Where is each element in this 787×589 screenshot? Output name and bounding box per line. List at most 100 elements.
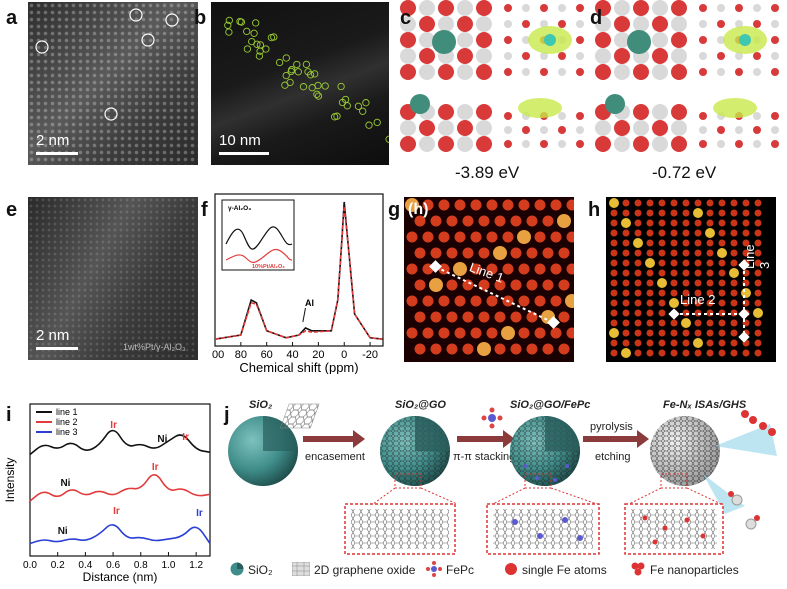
stage-label-fe-nx: Fe-Nₓ ISAs/GHS xyxy=(663,399,747,411)
stem-image-b: 10 nm xyxy=(211,2,389,165)
intensity-spot xyxy=(646,329,654,337)
intensity-spot xyxy=(694,199,702,207)
line-3-label: Line 3 xyxy=(742,244,772,269)
panel-label-a: a xyxy=(6,7,18,29)
intensity-spot xyxy=(478,311,490,323)
intensity-spot xyxy=(646,209,654,217)
intensity-spot xyxy=(501,326,515,340)
intensity-spot xyxy=(658,229,666,237)
lattice-atom xyxy=(476,16,492,32)
intensity-spot xyxy=(526,215,538,227)
stem-image-e: 2 nm 1wt%Pt/γ-Al₂O₃ xyxy=(28,197,198,360)
intensity-spot xyxy=(658,199,666,207)
intensity-spot xyxy=(754,259,762,267)
intensity-spot xyxy=(670,229,678,237)
intensity-spot xyxy=(478,247,490,259)
atom-marker xyxy=(256,41,265,49)
profile-series-1 xyxy=(29,429,211,456)
lattice-atom xyxy=(595,32,611,48)
arrow-pi-stacking: π-π stacking xyxy=(453,407,515,463)
intensity-spot xyxy=(494,311,506,323)
lattice-atom xyxy=(476,136,492,152)
intensity-spot xyxy=(706,239,714,247)
intensity-spot xyxy=(754,219,762,227)
dft-model-c xyxy=(400,0,590,165)
lattice-atom xyxy=(614,64,630,80)
intensity-spot xyxy=(406,327,418,339)
atom-marker xyxy=(313,90,321,98)
lattice-atom xyxy=(771,20,779,28)
nmr-series-2 xyxy=(214,206,384,340)
intensity-spot xyxy=(534,295,546,307)
intensity-spot xyxy=(682,199,690,207)
atom-marker xyxy=(225,16,233,25)
peak-label-ir: Ir xyxy=(110,420,117,431)
intensity-spot xyxy=(754,289,762,297)
lattice-atom xyxy=(614,48,630,64)
intensity-spot xyxy=(610,319,618,327)
intensity-spot xyxy=(517,230,531,244)
f-xlabel: Chemical shift (ppm) xyxy=(239,360,358,374)
intensity-spot xyxy=(670,279,678,287)
intensity-spot xyxy=(609,198,619,208)
dft-model-d xyxy=(595,0,785,165)
intensity-spot xyxy=(694,319,702,327)
intensity-spot xyxy=(634,329,642,337)
lattice-atom xyxy=(457,136,473,152)
intensity-spot xyxy=(454,199,466,211)
intensity-spot xyxy=(658,309,666,317)
intensity-spot xyxy=(610,219,618,227)
lattice-atom xyxy=(771,36,779,44)
intensity-spot xyxy=(526,311,538,323)
lattice-atom xyxy=(671,104,687,120)
intensity-spot xyxy=(718,259,726,267)
intensity-spot xyxy=(478,215,490,227)
peak-label-ni: Ni xyxy=(157,434,167,445)
intensity-spot xyxy=(646,289,654,297)
sio2-sphere-icon xyxy=(230,562,244,576)
intensity-spot xyxy=(566,327,574,339)
intensity-spot xyxy=(634,259,642,267)
intensity-spot xyxy=(622,209,630,217)
x-tick-label: 0.8 xyxy=(134,560,148,571)
bottom-legend: SiO₂ 2D graphene oxide FePc single Fe at… xyxy=(230,558,785,582)
metal-atom xyxy=(410,94,430,114)
intensity-spot xyxy=(694,249,702,257)
intensity-spot xyxy=(742,239,750,247)
lattice-atom xyxy=(717,52,725,60)
intensity-spot xyxy=(717,248,727,258)
intensity-spot xyxy=(565,294,574,308)
legend-text-sio2: SiO₂ xyxy=(248,563,273,577)
lattice-atom xyxy=(576,36,584,44)
lattice-atom xyxy=(522,36,530,44)
peak-label-ir: Ir xyxy=(182,432,189,443)
arrow-label-etching: etching xyxy=(595,451,630,463)
legend-text-graphene-oxide: 2D graphene oxide xyxy=(314,563,416,577)
intensity-spot xyxy=(622,199,630,207)
lattice-atom xyxy=(652,32,668,48)
intensity-spot xyxy=(526,343,538,355)
intensity-spot xyxy=(706,289,714,297)
atom-marker xyxy=(253,40,261,48)
lattice-atom xyxy=(671,32,687,48)
intensity-spot xyxy=(670,289,678,297)
intensity-spot xyxy=(730,329,738,337)
intensity-spot xyxy=(566,199,574,211)
peak-label-ir: Ir xyxy=(152,462,159,473)
atom-marker xyxy=(287,67,295,76)
intensity-spot xyxy=(754,229,762,237)
intensity-spot xyxy=(706,219,714,227)
intensity-spot xyxy=(658,209,666,217)
stage-label-sio2: SiO₂ xyxy=(249,399,272,411)
intensity-spot xyxy=(681,318,691,328)
intensity-spot xyxy=(682,329,690,337)
intensity-spot xyxy=(634,229,642,237)
intensity-spot xyxy=(658,339,666,347)
lattice-atom xyxy=(652,48,668,64)
intensity-spot xyxy=(622,309,630,317)
lattice-atom xyxy=(540,126,548,134)
atom-marker xyxy=(255,52,264,60)
intensity-spot xyxy=(729,268,739,278)
lattice-atom xyxy=(504,20,512,28)
x-tick-label: 0 xyxy=(341,349,347,361)
